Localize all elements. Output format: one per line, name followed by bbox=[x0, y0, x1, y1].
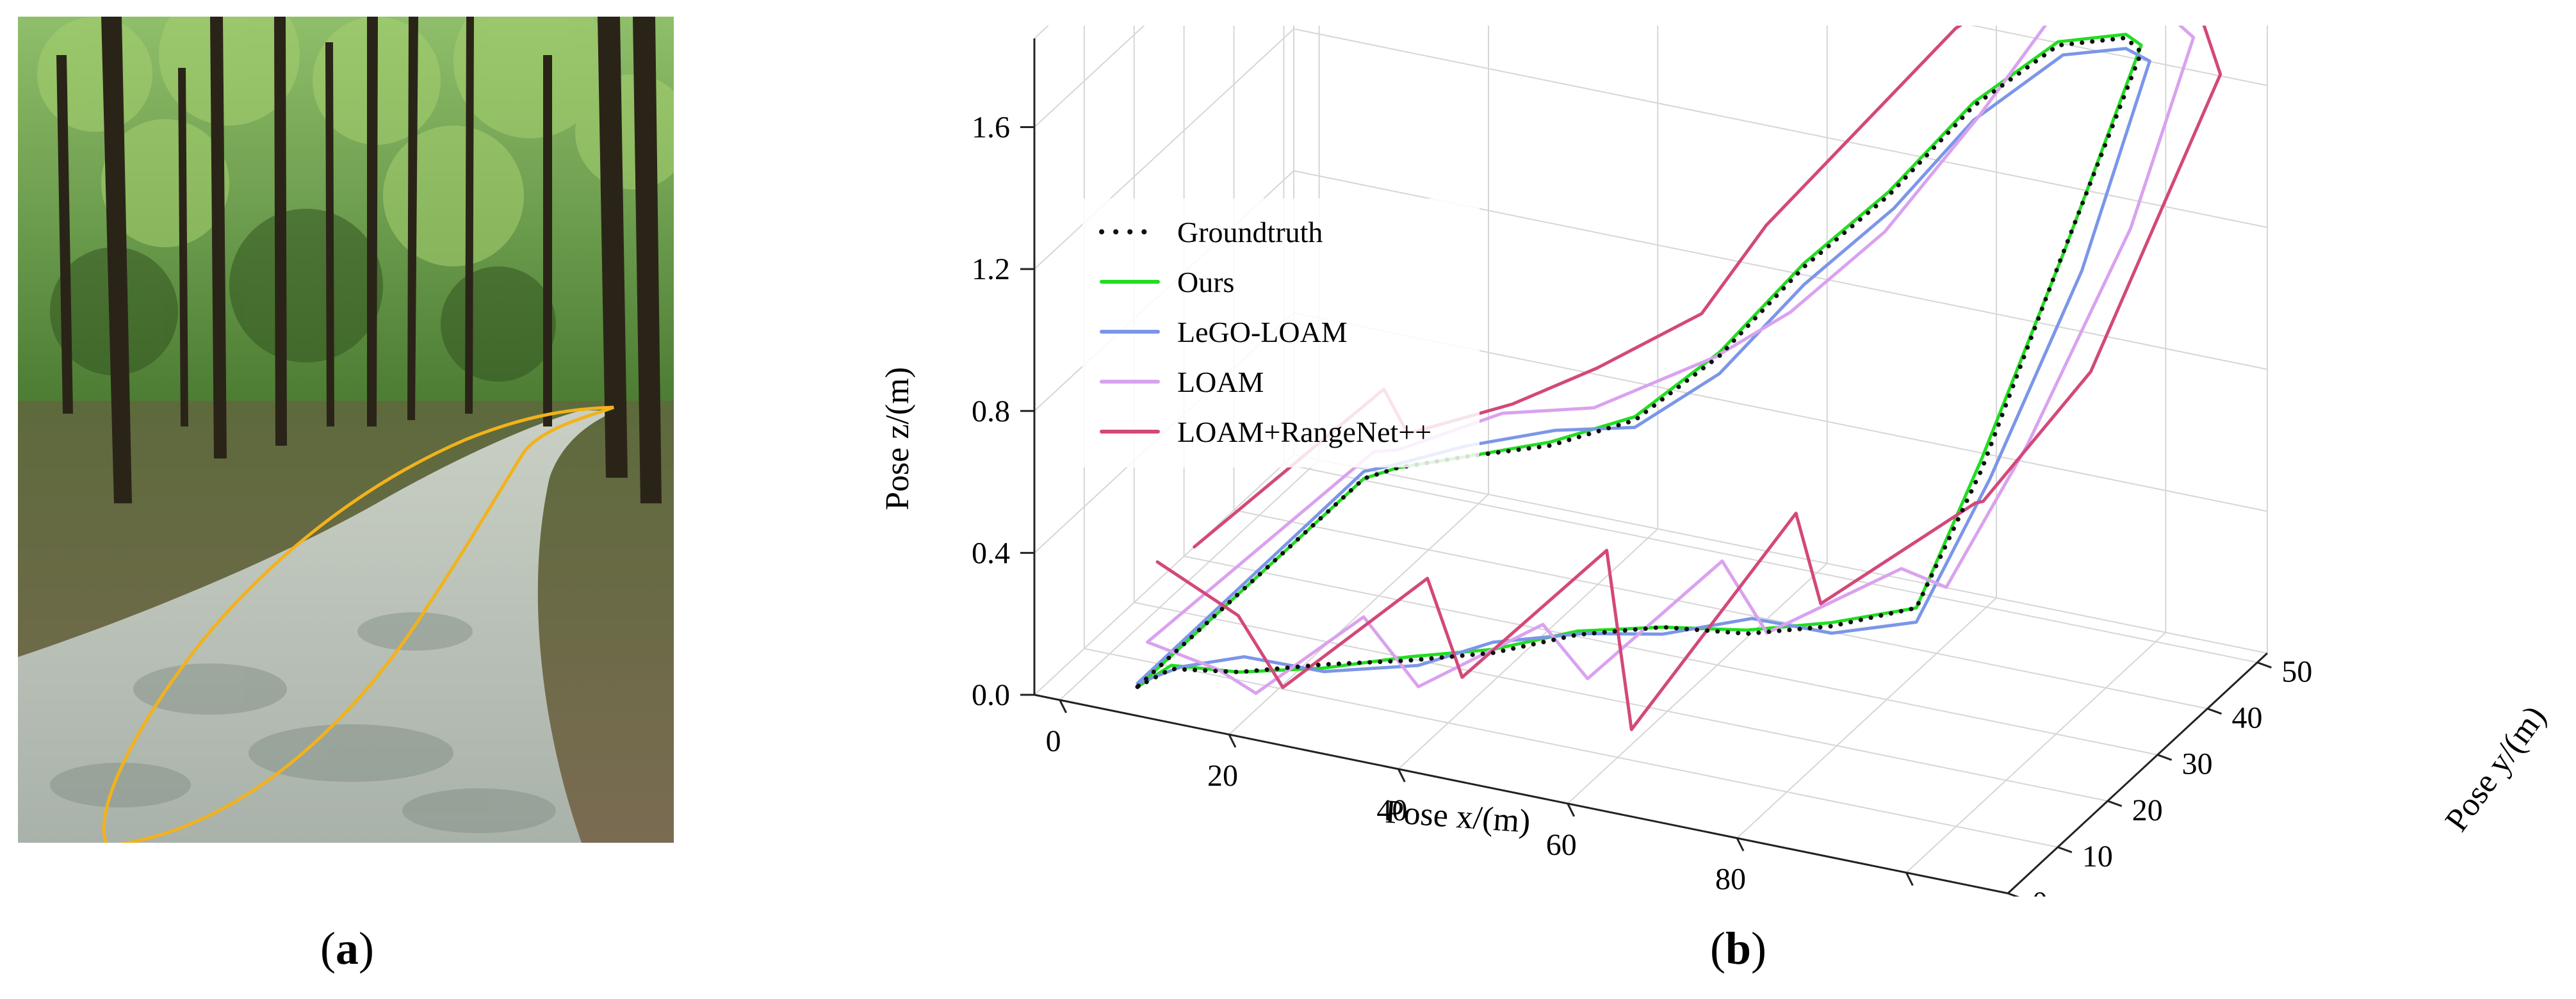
floor-grid-y-line bbox=[1284, 463, 2258, 663]
series-line-loam-rangenet- bbox=[1155, 0, 2222, 731]
y-axis-line bbox=[2007, 652, 2269, 895]
x-tick-label: 20 bbox=[1207, 759, 1238, 793]
floor-grid-x-line bbox=[1398, 528, 1659, 770]
box-edge bbox=[1034, 0, 1077, 39]
z-tick-label: 0.8 bbox=[972, 394, 1010, 428]
floor-grid-y-line bbox=[1184, 555, 2158, 756]
forest-path-photo-icon bbox=[18, 0, 690, 848]
floor-grid-y-line bbox=[1234, 509, 2208, 710]
trajectory-3d-chart: 020406080100010203040500.00.40.81.21.6 P… bbox=[871, 0, 2568, 931]
series-line-lego-loam bbox=[1136, 47, 2151, 685]
floor-grid-x-line bbox=[1567, 563, 1828, 804]
back-wall-grid-z-line bbox=[1293, 28, 2268, 229]
legend: Groundtruth Ours LeGO-LOAM LOAM LOAM+RangeNe… bbox=[1082, 199, 1480, 467]
y-tick-label: 0 bbox=[2032, 886, 2048, 897]
x-tick-label: 60 bbox=[1546, 828, 1577, 862]
z-axis-label: Pose z/(m) bbox=[879, 367, 916, 510]
legend-label: Groundtruth bbox=[1177, 216, 1323, 248]
series-line-groundtruth bbox=[1135, 35, 2144, 689]
z-tick-label: 0.0 bbox=[972, 678, 1010, 712]
y-axis-label: Pose y/(m) bbox=[2438, 699, 2553, 838]
x-tick-label: 80 bbox=[1715, 863, 1746, 897]
floor-grid-x-line bbox=[1905, 631, 2167, 873]
floor-grid-x-line bbox=[1736, 597, 1997, 839]
side-wall-grid-z-line bbox=[1034, 454, 1294, 695]
legend-label: LOAM+RangeNet++ bbox=[1177, 416, 1431, 448]
y-tick bbox=[2057, 846, 2073, 854]
z-tick-label: 0.4 bbox=[972, 536, 1010, 570]
series-layer bbox=[1135, 0, 2222, 731]
x-axis-line bbox=[1034, 694, 2009, 895]
legend-label: LOAM bbox=[1177, 366, 1264, 398]
x-tick bbox=[1905, 872, 1914, 886]
x-axis-label: Pose x/(m) bbox=[1384, 793, 1531, 840]
caption-b: (b) bbox=[1710, 923, 1767, 974]
y-tick-label: 40 bbox=[2232, 701, 2263, 735]
chart-svg: 020406080100010203040500.00.40.81.21.6 P… bbox=[879, 0, 2553, 931]
y-tick bbox=[2107, 800, 2123, 808]
floor-grid-y-line bbox=[1084, 647, 2058, 848]
x-tick bbox=[1059, 699, 1067, 713]
y-tick bbox=[2007, 892, 2023, 900]
path-outline bbox=[102, 405, 614, 848]
legend-label: Ours bbox=[1177, 266, 1234, 298]
back-wall-grid-z-line bbox=[1293, 454, 2268, 654]
back-wall-grid-z-line bbox=[1845, 0, 2268, 86]
legend-label: LeGO-LOAM bbox=[1177, 316, 1348, 348]
series-line-ours bbox=[1136, 33, 2143, 688]
caption-a: (a) bbox=[320, 923, 374, 974]
y-tick-label: 20 bbox=[2132, 793, 2163, 827]
z-tick-label: 1.6 bbox=[972, 111, 1010, 145]
x-tick bbox=[1228, 734, 1237, 748]
y-tick-label: 30 bbox=[2182, 747, 2213, 781]
floor-grid-x-line bbox=[1228, 494, 1489, 735]
x-tick bbox=[1398, 768, 1406, 783]
x-tick bbox=[1736, 838, 1745, 852]
floor-grid-x-line bbox=[1059, 459, 1320, 701]
floor-grid-y-line bbox=[1134, 601, 2108, 802]
x-tick-label: 40 bbox=[1376, 793, 1407, 827]
side-wall-grid-z-line bbox=[1034, 28, 1294, 270]
y-tick-label: 10 bbox=[2082, 840, 2113, 873]
x-tick-label: 0 bbox=[1046, 724, 1061, 758]
y-tick bbox=[2157, 754, 2172, 761]
y-tick-label: 50 bbox=[2281, 654, 2312, 688]
z-tick-label: 1.2 bbox=[972, 252, 1010, 286]
y-tick bbox=[2256, 662, 2272, 669]
y-tick bbox=[2207, 708, 2222, 715]
series-line-loam bbox=[1146, 0, 2196, 695]
side-wall-grid-z-line bbox=[1034, 0, 1173, 128]
forest-path-photo bbox=[18, 0, 690, 848]
x-tick bbox=[1567, 803, 1576, 817]
